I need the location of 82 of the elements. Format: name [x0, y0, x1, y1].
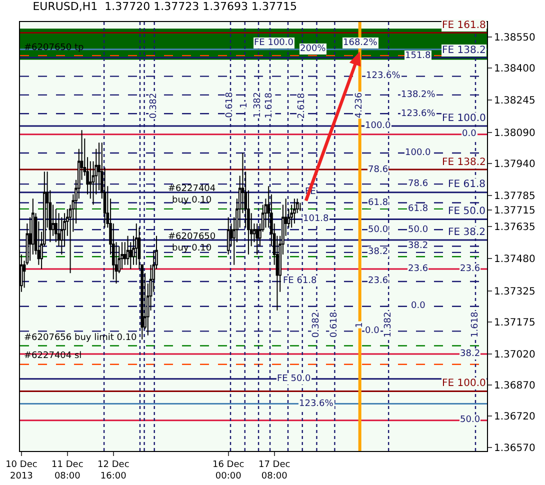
- ref-line-label: FE 61.8: [448, 179, 486, 190]
- annotation: 38.2: [460, 349, 480, 359]
- candlestick: [120, 242, 124, 270]
- annotation: 38.2: [408, 241, 428, 251]
- annotation: 38.2: [368, 247, 388, 257]
- y-tick-label: 1.38245: [494, 96, 536, 107]
- annotation: 0.618: [330, 312, 340, 338]
- annotation: 1.382: [384, 312, 394, 338]
- candlestick: [226, 216, 230, 256]
- candlestick: [54, 208, 58, 243]
- annotation: 50.0: [408, 225, 428, 235]
- annotation: 0.0: [411, 301, 426, 311]
- ref-line-label: #6207650 buy 0.10: [168, 232, 216, 254]
- y-tick-label: 1.37175: [494, 317, 536, 328]
- y-tick-label: 1.37635: [494, 222, 536, 234]
- candlestick: [126, 235, 130, 266]
- annotation: 23.6: [460, 264, 480, 274]
- y-tick-label: 1.37785: [494, 190, 536, 202]
- x-tick-label: 17 Dec 08:00: [258, 460, 290, 482]
- y-tick-label: 1.36870: [494, 380, 536, 392]
- annotation: 168.2%: [343, 38, 378, 48]
- y-tick-label: 1.36720: [494, 412, 536, 423]
- annotation: 50.0: [460, 415, 480, 425]
- annotation: 1.382: [253, 92, 264, 118]
- annotation: FE 50.0: [277, 374, 312, 384]
- y-tick-label: 1.37480: [494, 254, 536, 266]
- annotation: 0.382: [149, 92, 160, 119]
- annotation: 100.0: [405, 148, 432, 158]
- annotation: 78.6: [408, 179, 428, 189]
- ref-line-label: #6227404 buy 0.10: [168, 184, 216, 206]
- y-tick-label: 1.37940: [494, 158, 536, 170]
- annotation: 78.6: [368, 165, 388, 175]
- annotation: 151.8: [405, 51, 432, 61]
- candlestick: [60, 216, 64, 256]
- chart-title: EURUSD,H1 1.37720 1.37723 1.37693 1.37715: [32, 0, 298, 14]
- ref-line-label: FE 38.2: [448, 227, 486, 238]
- annotation: 61.8: [408, 204, 428, 214]
- annotation: 1.618: [264, 92, 275, 118]
- y-tick-label: 1.38090: [494, 128, 536, 139]
- annotation: 0.618: [225, 92, 236, 118]
- candlestick: [256, 222, 258, 256]
- annotation: 0.0: [365, 326, 380, 336]
- annotation: 0.382: [312, 312, 322, 338]
- annotation: 123.6%: [366, 71, 401, 81]
- x-tick-label: 11 Dec 08:00: [52, 460, 84, 482]
- annotation: 2.618: [297, 92, 308, 119]
- annotation: 4.236: [354, 92, 365, 118]
- annotation: 101.8: [303, 214, 330, 224]
- annotation: 123.6%: [299, 399, 334, 409]
- ref-line-label: FE 138.2: [442, 157, 486, 168]
- annotation: 0.0: [462, 129, 477, 139]
- annotation: 200%: [300, 44, 326, 54]
- y-tick-label: 1.36570: [494, 442, 536, 454]
- annotation: 123.6%: [401, 109, 436, 119]
- annotation: 23.6: [368, 276, 388, 286]
- x-tick-label: 16 Dec 00:00: [212, 460, 244, 482]
- ref-line-label: #6207656 buy limit 0.10: [24, 333, 138, 343]
- annotation: 1.618: [470, 311, 481, 338]
- y-tick-label: 1.37020: [494, 350, 536, 361]
- annotation: 50.0: [368, 225, 388, 235]
- ref-line-label: FE 161.8: [442, 20, 486, 31]
- annotation: FE 61.8: [283, 276, 318, 286]
- candlestick: [134, 222, 138, 266]
- y-tick-label: 1.37325: [494, 286, 536, 298]
- annotation: 23.6: [408, 264, 428, 274]
- ref-line-label: FE 100.0: [442, 113, 486, 124]
- x-tick-label: 12 Dec 16:00: [98, 460, 130, 482]
- ref-line-label: FE 138.2: [442, 45, 486, 56]
- x-tick-label: 10 Dec 2013: [6, 460, 38, 482]
- candlestick: [293, 198, 296, 224]
- annotation: 1: [240, 102, 250, 108]
- y-tick-label: 1.38400: [494, 64, 536, 75]
- ref-line-label: FE 100.0: [442, 378, 486, 389]
- annotation: 61.8: [368, 198, 388, 208]
- annotation: 138.2%: [401, 90, 436, 100]
- annotation: FE 100.0: [254, 38, 294, 48]
- y-tick-label: 1.38550: [494, 32, 536, 44]
- annotation: 1: [354, 322, 365, 328]
- annotation: 100.0: [365, 121, 392, 131]
- candlestick: [298, 202, 302, 212]
- ref-line-label: FE 50.0: [448, 206, 486, 217]
- y-tick-label: 1.37715: [494, 205, 536, 216]
